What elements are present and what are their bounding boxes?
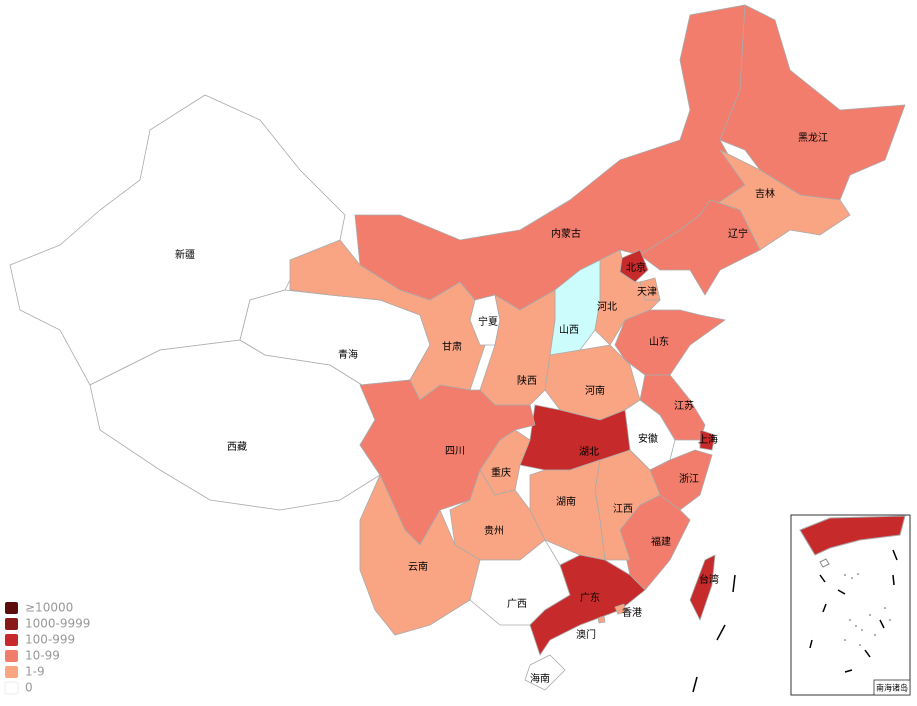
province[interactable] (689, 554, 716, 622)
province-label: 福建 (651, 535, 671, 548)
province-label: 澳门 (576, 628, 596, 641)
province[interactable] (614, 309, 726, 376)
province-label: 河北 (597, 301, 617, 313)
province-label: 北京 (626, 261, 646, 274)
legend-swatch[interactable] (4, 681, 19, 695)
province-label: 海南 (530, 672, 550, 685)
province[interactable] (594, 249, 661, 346)
legend-label[interactable]: 10-99 (25, 649, 60, 663)
province-label: 青海 (338, 348, 358, 361)
inset-dashes (809, 549, 898, 673)
legend-swatch[interactable] (5, 634, 18, 646)
inset-coast (799, 515, 906, 556)
province-label: 山西 (559, 324, 579, 336)
province[interactable] (614, 603, 627, 615)
province-label: 广西 (507, 598, 527, 610)
province-label: 湖南 (556, 495, 576, 508)
province[interactable] (699, 429, 716, 451)
province-label: 陕西 (517, 374, 537, 387)
province-label: 黑龙江 (798, 131, 828, 144)
legend-label[interactable]: 0 (25, 681, 33, 695)
province-label: 湖北 (579, 446, 599, 458)
province-label: 云南 (408, 560, 428, 573)
province[interactable] (719, 4, 906, 201)
province-label: 天津 (637, 286, 657, 298)
province-label: 上海 (698, 433, 718, 446)
province-label: 河南 (585, 384, 605, 397)
regions (9, 4, 906, 691)
province-label: 江苏 (674, 399, 694, 412)
province-label: 吉林 (755, 187, 775, 200)
province-label: 香港 (622, 607, 642, 619)
province[interactable] (529, 554, 646, 656)
province-label: 台湾 (699, 573, 719, 586)
province-label: 江西 (613, 503, 633, 515)
legend: ≥10000 1000-9999 100-999 10-99 1-9 0 (4, 601, 90, 695)
legend-label[interactable]: ≥10000 (25, 601, 73, 615)
legend-swatch[interactable] (5, 666, 18, 678)
province[interactable] (639, 199, 761, 296)
province-label: 四川 (445, 446, 465, 457)
legend-label[interactable]: 1000-9999 (25, 617, 90, 631)
sea-dashes (692, 574, 736, 693)
legend-swatch[interactable] (5, 618, 18, 630)
legend-label[interactable]: 100-999 (25, 633, 75, 647)
province-label: 内蒙古 (551, 227, 581, 240)
province-label: 甘肃 (442, 340, 462, 353)
province[interactable] (524, 654, 566, 691)
province-label: 山东 (649, 335, 669, 348)
province-label: 广东 (580, 591, 600, 604)
province-label: 贵州 (484, 524, 504, 537)
province-label: 辽宁 (728, 227, 748, 240)
province-label: 重庆 (491, 466, 511, 479)
province-label: 宁夏 (478, 315, 498, 328)
province-label: 安徽 (638, 432, 658, 445)
south-sea-inset: 南海诸岛 (790, 514, 911, 696)
legend-label[interactable]: 1-9 (25, 665, 45, 679)
legend-swatch[interactable] (5, 650, 18, 662)
inset-label: 南海诸岛 (876, 683, 908, 693)
legend-swatch[interactable] (5, 602, 18, 614)
inset-dots (844, 573, 891, 646)
province[interactable] (597, 615, 606, 624)
province-label: 西藏 (227, 441, 247, 453)
inset-label-box (873, 679, 911, 696)
province-label: 浙江 (679, 473, 699, 485)
province-label: 新疆 (175, 248, 195, 261)
inset-island (819, 558, 830, 568)
